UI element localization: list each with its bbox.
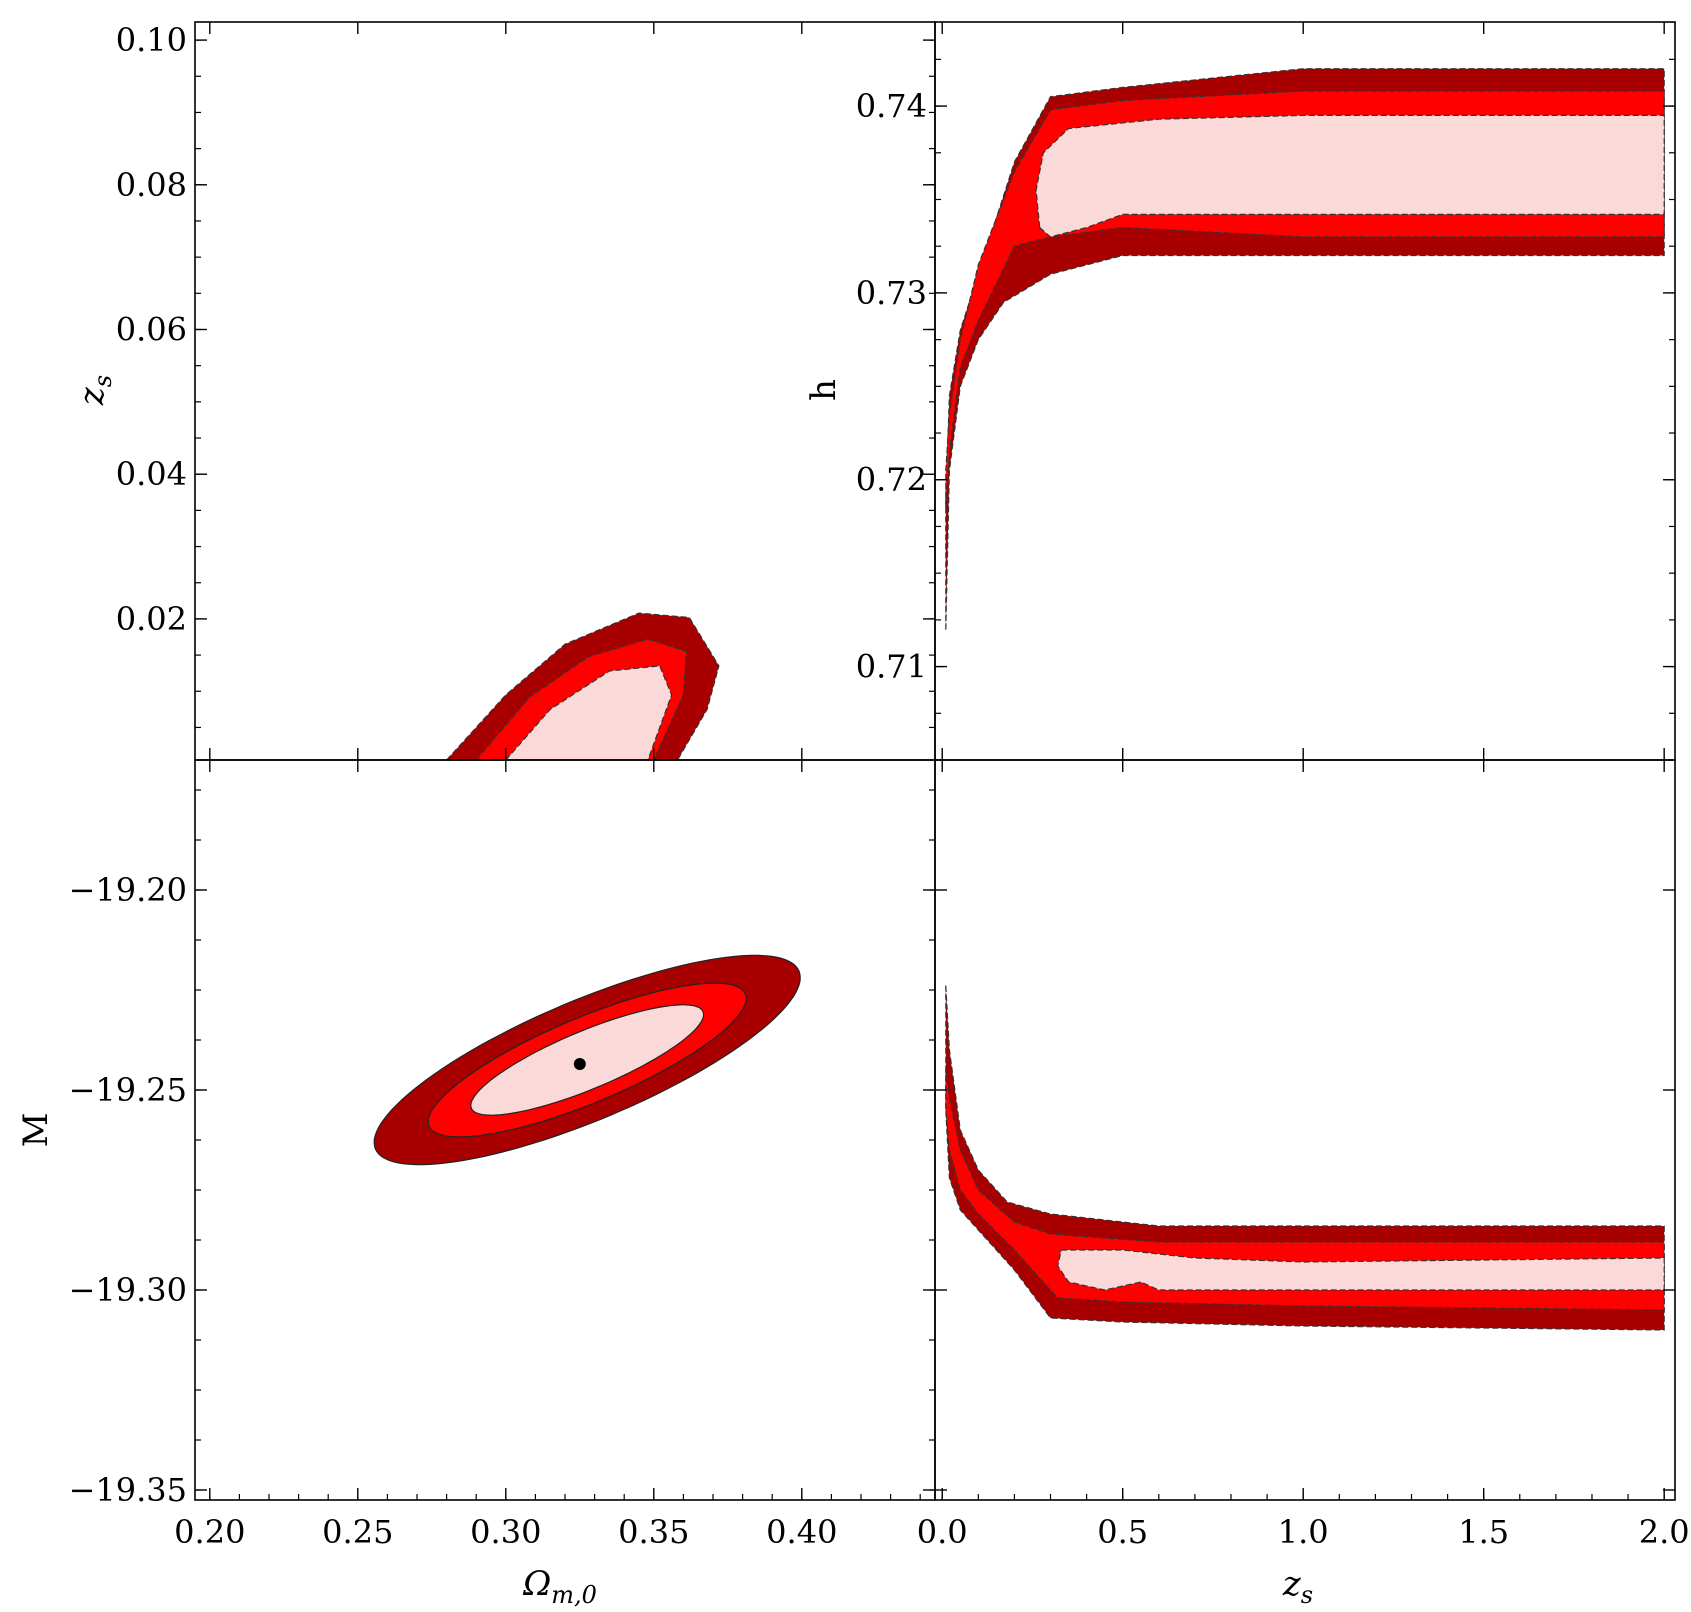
panel-zs-M: 0.0 0.5 1.0 1.5 2.0 <box>917 759 1690 1551</box>
xlabel-zs: zs <box>1282 1564 1313 1609</box>
ylabel-h: h <box>804 379 844 401</box>
x-tick-label: 2.0 <box>1639 1513 1690 1551</box>
plot-area <box>446 612 720 760</box>
y-tick-label: 0.02 <box>116 600 187 638</box>
panel-frame <box>934 759 1676 1501</box>
x-tick-label: 1.5 <box>1458 1513 1509 1551</box>
y-tick-label: 0.08 <box>116 166 187 204</box>
y-tick-label: 0.73 <box>856 274 927 312</box>
contour-1sigma <box>1057 1249 1665 1291</box>
xlabel-omega: Ωm,0 <box>522 1564 597 1609</box>
x-tick-label: 0.25 <box>322 1513 393 1551</box>
plot-area <box>945 985 1665 1331</box>
y-tick-label: 0.71 <box>856 648 927 686</box>
x-tick-label: 0.5 <box>1097 1513 1148 1551</box>
x-tick-label: 0.30 <box>470 1513 541 1551</box>
x-tick-label: 0.35 <box>618 1513 689 1551</box>
x-tick-label: 0.40 <box>766 1513 837 1551</box>
y-tick-label: 0.72 <box>856 461 927 499</box>
x-tick-label: 0.20 <box>174 1513 245 1551</box>
contour-1sigma <box>1035 114 1665 238</box>
y-tick-label: −19.30 <box>69 1271 187 1309</box>
plot-area <box>373 954 801 1166</box>
panel-omega-M: −19.35 −19.30 −19.25 −19.20 0.20 0.25 0.30 0.35… <box>69 759 936 1551</box>
contour-1sigma <box>505 665 673 760</box>
y-tick-label: −19.25 <box>69 1071 187 1109</box>
x-tick-label: 1.0 <box>1278 1513 1329 1551</box>
y-tick-label: 0.06 <box>116 311 187 349</box>
x-tick-label: 0.0 <box>917 1513 968 1551</box>
y-tick-label: 0.10 <box>116 21 187 59</box>
plot-area <box>945 68 1665 630</box>
panel-zs-h: 0.71 0.72 0.73 0.74 <box>856 21 1676 761</box>
y-tick-label: 0.04 <box>116 455 187 493</box>
ylabel-M: M <box>16 1113 56 1148</box>
panel-omega-zs: 0.02 0.04 0.06 0.08 0.10 <box>116 21 936 761</box>
y-tick-label: 0.74 <box>856 87 927 125</box>
y-tick-label: −19.35 <box>69 1471 187 1509</box>
ylabel-zs: zs <box>72 375 117 406</box>
y-tick-label: −19.20 <box>69 871 187 909</box>
best-fit-point <box>573 1058 586 1070</box>
ellipse-1sigma <box>470 1004 705 1116</box>
